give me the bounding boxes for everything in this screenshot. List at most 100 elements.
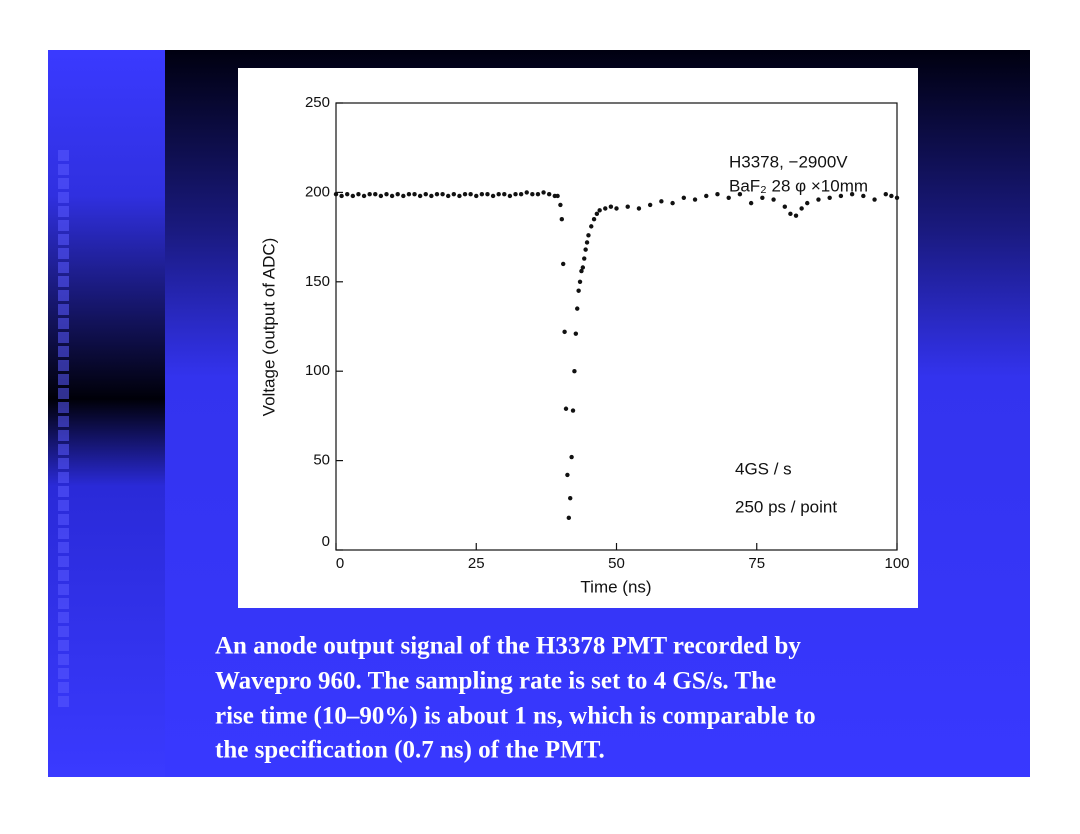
data-point <box>849 191 855 197</box>
y-tick-label: 100 <box>305 362 330 379</box>
data-point <box>715 191 720 197</box>
caption-line: An anode output signal of the H3378 PMT … <box>215 633 801 660</box>
x-tick-label: 25 <box>468 555 485 572</box>
data-point <box>670 200 675 206</box>
decor-square <box>58 150 69 161</box>
decor-square <box>58 640 69 651</box>
data-point <box>788 211 793 217</box>
data-point <box>827 195 832 200</box>
x-tick-label: 75 <box>748 555 765 572</box>
data-point <box>395 191 400 197</box>
data-point <box>889 193 894 199</box>
decor-square <box>58 290 69 301</box>
data-point <box>507 193 513 199</box>
data-point <box>575 306 580 311</box>
decor-square <box>58 388 69 399</box>
decor-square <box>58 444 69 455</box>
data-point <box>401 193 406 199</box>
decor-square <box>58 598 69 609</box>
data-point <box>558 202 563 208</box>
data-point <box>681 195 687 200</box>
data-point <box>793 213 799 218</box>
decor-square <box>58 304 69 315</box>
data-point <box>561 261 566 267</box>
y-tick-label: 200 <box>305 183 330 200</box>
data-point <box>589 224 594 229</box>
data-point <box>771 197 776 202</box>
data-point <box>872 197 877 202</box>
decor-square <box>58 276 69 287</box>
data-point <box>760 195 765 200</box>
decor-squares <box>58 150 69 707</box>
data-point <box>576 288 581 293</box>
data-point <box>586 233 591 238</box>
decor-square <box>58 556 69 567</box>
annotation: BaF₂ 28 φ ×10mm <box>729 176 868 195</box>
data-point <box>816 197 821 202</box>
data-point <box>524 190 529 195</box>
data-point <box>339 193 344 199</box>
data-point <box>565 472 570 478</box>
caption-line: rise time (10–90%) is about 1 ns, which … <box>215 703 816 730</box>
data-point <box>782 204 787 209</box>
decor-square <box>58 612 69 623</box>
data-point <box>799 206 804 211</box>
data-point <box>485 191 490 197</box>
data-point <box>446 193 451 199</box>
data-point <box>570 408 576 413</box>
decor-square <box>58 542 69 553</box>
y-tick-label: 0 <box>322 533 330 550</box>
decor-square <box>58 668 69 679</box>
data-point <box>440 191 445 197</box>
data-point <box>535 191 541 197</box>
data-point <box>378 193 384 199</box>
data-point <box>582 256 587 261</box>
decor-square <box>58 178 69 189</box>
caption: An anode output signal of the H3378 PMT … <box>215 633 816 764</box>
decor-square <box>58 626 69 637</box>
decor-square <box>58 192 69 203</box>
caption-line: Wavepro 960. The sampling rate is set to… <box>215 668 776 695</box>
chart: Time (ns) Voltage (output of ADC) H3378,… <box>259 94 909 597</box>
decor-square <box>58 570 69 581</box>
data-point <box>726 195 731 200</box>
data-point <box>583 247 588 252</box>
data-point <box>704 193 709 199</box>
data-point <box>367 191 372 197</box>
data-point <box>603 206 608 211</box>
decor-square <box>58 654 69 665</box>
data-point <box>748 200 754 206</box>
data-point <box>597 208 602 213</box>
data-point <box>580 265 586 270</box>
data-point <box>594 211 600 217</box>
data-point <box>546 191 552 197</box>
data-point <box>518 191 524 197</box>
y-tick-label: 50 <box>313 452 330 469</box>
decor-square <box>58 486 69 497</box>
data-point <box>502 191 507 197</box>
data-point <box>361 193 367 199</box>
decor-square <box>58 416 69 427</box>
decor-square <box>58 472 69 483</box>
data-point <box>373 191 378 197</box>
decor-square <box>58 360 69 371</box>
data-point <box>474 193 479 199</box>
data-point <box>490 193 496 199</box>
decor-square <box>58 458 69 469</box>
y-tick-label: 250 <box>305 94 330 111</box>
data-point <box>647 202 653 208</box>
data-point <box>479 191 485 197</box>
data-point <box>417 193 423 199</box>
data-point <box>568 495 573 501</box>
data-point <box>541 190 546 195</box>
annotation: H3378, −2900V <box>729 152 848 171</box>
data-point <box>429 193 434 199</box>
caption-line: the specification (0.7 ns) of the PMT. <box>215 737 605 764</box>
x-axis-title: Time (ns) <box>580 577 651 596</box>
data-point <box>423 191 428 197</box>
data-point <box>625 204 630 209</box>
decor-square <box>58 430 69 441</box>
data-point <box>356 191 361 197</box>
annotation: 4GS / s <box>735 459 792 478</box>
data-point <box>659 199 664 204</box>
